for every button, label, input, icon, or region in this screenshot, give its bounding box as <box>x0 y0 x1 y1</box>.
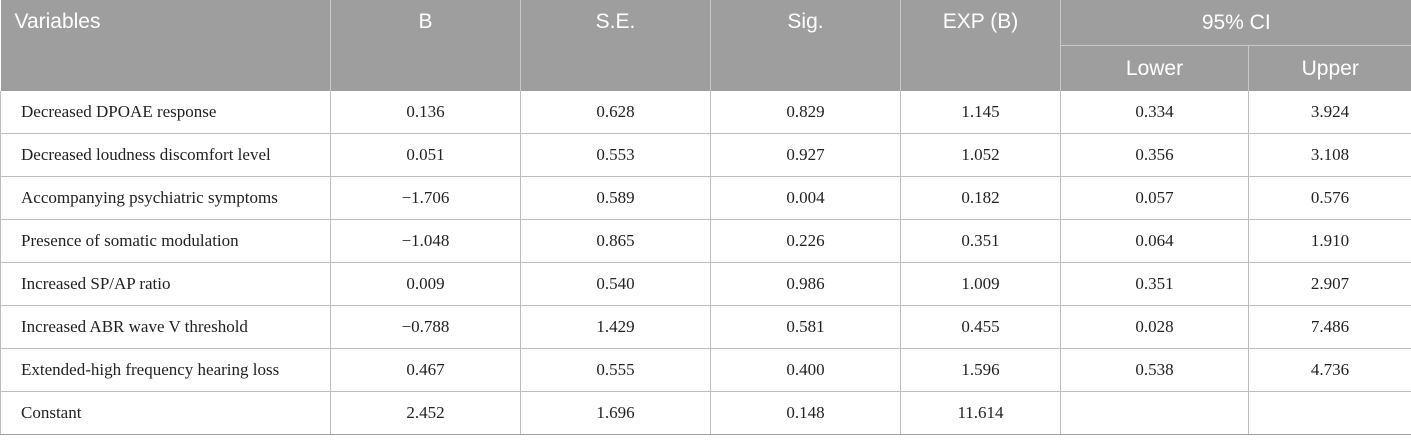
cell-upper: 3.924 <box>1248 91 1411 134</box>
cell-sig: 0.829 <box>710 91 901 134</box>
cell-expb: 1.052 <box>900 133 1061 177</box>
cell-lower: 0.064 <box>1060 219 1249 263</box>
header-sig: Sig. <box>710 0 901 91</box>
cell-upper: 2.907 <box>1248 262 1411 306</box>
header-lower: Lower <box>1060 45 1249 91</box>
cell-sig: 0.581 <box>710 305 901 349</box>
cell-variable: Constant <box>0 391 331 435</box>
header-expb: EXP (B) <box>900 0 1061 91</box>
cell-b: −0.788 <box>330 305 521 349</box>
cell-se: 0.628 <box>520 91 711 134</box>
table-row: Increased ABR wave V threshold −0.788 1.… <box>0 305 1411 349</box>
cell-expb: 1.009 <box>900 262 1061 306</box>
table-body: Decreased DPOAE response 0.136 0.628 0.8… <box>0 91 1411 435</box>
header-variables: Variables <box>0 0 331 91</box>
cell-b: 2.452 <box>330 391 521 435</box>
cell-se: 1.696 <box>520 391 711 435</box>
cell-se: 0.553 <box>520 133 711 177</box>
cell-upper: 0.576 <box>1248 176 1411 220</box>
table-row: Extended-high frequency hearing loss 0.4… <box>0 348 1411 392</box>
cell-upper: 3.108 <box>1248 133 1411 177</box>
header-upper: Upper <box>1248 45 1411 91</box>
cell-lower: 0.057 <box>1060 176 1249 220</box>
cell-variable: Extended-high frequency hearing loss <box>0 348 331 392</box>
table-header: Variables B S.E. Sig. EXP (B) 95% CI Low… <box>0 0 1411 91</box>
cell-sig: 0.226 <box>710 219 901 263</box>
cell-sig: 0.004 <box>710 176 901 220</box>
cell-sig: 0.927 <box>710 133 901 177</box>
cell-upper: 1.910 <box>1248 219 1411 263</box>
cell-se: 0.540 <box>520 262 711 306</box>
table-row: Presence of somatic modulation −1.048 0.… <box>0 219 1411 263</box>
cell-sig: 0.986 <box>710 262 901 306</box>
cell-expb: 11.614 <box>900 391 1061 435</box>
cell-b: 0.051 <box>330 133 521 177</box>
cell-expb: 0.351 <box>900 219 1061 263</box>
cell-se: 0.589 <box>520 176 711 220</box>
cell-b: 0.009 <box>330 262 521 306</box>
header-b: B <box>330 0 521 91</box>
cell-se: 0.555 <box>520 348 711 392</box>
table-row: Decreased loudness discomfort level 0.05… <box>0 133 1411 177</box>
cell-variable: Increased SP/AP ratio <box>0 262 331 306</box>
cell-variable: Decreased loudness discomfort level <box>0 133 331 177</box>
cell-lower: 0.356 <box>1060 133 1249 177</box>
cell-b: −1.706 <box>330 176 521 220</box>
table-row: Accompanying psychiatric symptoms −1.706… <box>0 176 1411 220</box>
cell-variable: Decreased DPOAE response <box>0 91 331 134</box>
table-row: Constant 2.452 1.696 0.148 11.614 <box>0 391 1411 435</box>
cell-expb: 1.596 <box>900 348 1061 392</box>
cell-expb: 0.455 <box>900 305 1061 349</box>
cell-variable: Accompanying psychiatric symptoms <box>0 176 331 220</box>
table-row: Increased SP/AP ratio 0.009 0.540 0.986 … <box>0 262 1411 306</box>
cell-se: 1.429 <box>520 305 711 349</box>
header-se: S.E. <box>520 0 711 91</box>
cell-sig: 0.148 <box>710 391 901 435</box>
cell-expb: 0.182 <box>900 176 1061 220</box>
cell-upper: 7.486 <box>1248 305 1411 349</box>
cell-lower: 0.351 <box>1060 262 1249 306</box>
cell-b: 0.467 <box>330 348 521 392</box>
cell-lower: 0.538 <box>1060 348 1249 392</box>
cell-se: 0.865 <box>520 219 711 263</box>
cell-lower: 0.334 <box>1060 91 1249 134</box>
cell-sig: 0.400 <box>710 348 901 392</box>
header-ci: 95% CI <box>1060 0 1411 46</box>
cell-expb: 1.145 <box>900 91 1061 134</box>
cell-variable: Presence of somatic modulation <box>0 219 331 263</box>
table-row: Decreased DPOAE response 0.136 0.628 0.8… <box>0 91 1411 134</box>
cell-upper: 4.736 <box>1248 348 1411 392</box>
cell-b: −1.048 <box>330 219 521 263</box>
cell-upper <box>1248 391 1411 435</box>
cell-variable: Increased ABR wave V threshold <box>0 305 331 349</box>
cell-lower: 0.028 <box>1060 305 1249 349</box>
cell-b: 0.136 <box>330 91 521 134</box>
cell-lower <box>1060 391 1249 435</box>
